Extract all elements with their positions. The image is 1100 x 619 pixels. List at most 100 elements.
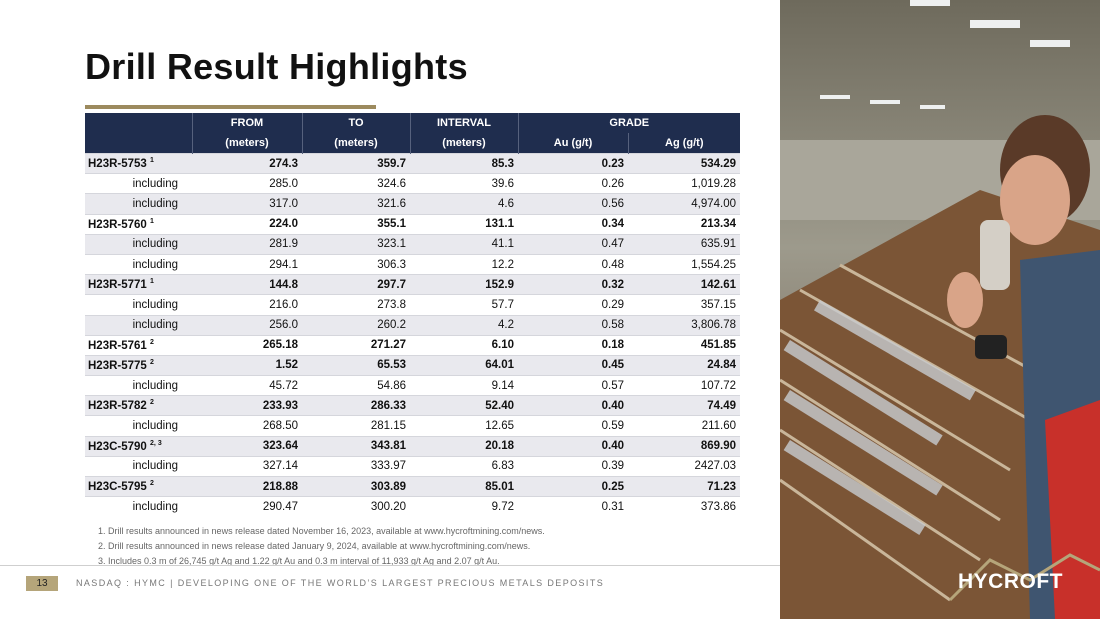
- table-row: including 317.0 321.6 4.6 0.56 4,974.00: [85, 193, 741, 215]
- hole-id: including: [132, 258, 178, 271]
- table-row: including 294.1 306.3 12.2 0.48 1,554.25: [85, 253, 741, 275]
- value-cell: 6.10: [410, 334, 518, 356]
- hole-id: H23C-5795: [88, 481, 147, 493]
- table-row: including 216.0 273.8 57.7 0.29 357.15: [85, 294, 741, 315]
- hole-id: including: [132, 177, 178, 190]
- value-cell: 45.72: [192, 375, 302, 396]
- value-cell: 4.2: [410, 314, 518, 336]
- value-cell: 281.15: [302, 415, 410, 437]
- value-cell: 211.60: [628, 415, 741, 437]
- header-cell: [85, 133, 192, 154]
- value-cell: 359.7: [302, 152, 410, 174]
- table-row: including 285.0 324.6 39.6 0.26 1,019.28: [85, 173, 741, 194]
- footnote-ref: 2: [150, 399, 154, 407]
- footnote-ref: 2: [150, 359, 154, 367]
- row-label: H23R-5782 2: [85, 395, 192, 416]
- table-row: H23R-5771 1 144.8 297.7 152.9 0.32 142.61: [85, 274, 741, 295]
- value-cell: 333.97: [302, 455, 410, 477]
- value-cell: 0.40: [518, 395, 628, 416]
- value-cell: 0.47: [518, 233, 628, 255]
- value-cell: 256.0: [192, 314, 302, 336]
- row-label: including: [85, 314, 192, 336]
- value-cell: 0.26: [518, 173, 628, 194]
- row-label: H23C-5790 2, 3: [85, 435, 192, 457]
- hole-id: H23C-5790: [88, 440, 147, 453]
- table-row: H23R-5760 1 224.0 355.1 131.1 0.34 213.34: [85, 213, 741, 235]
- photo: [780, 0, 1100, 619]
- value-cell: 2427.03: [628, 455, 741, 477]
- header-row: (meters) (meters) (meters) Au (g/t) Ag (g/t): [85, 133, 741, 154]
- value-cell: 24.84: [628, 354, 741, 376]
- value-cell: 218.88: [192, 475, 302, 497]
- value-cell: 0.34: [518, 213, 628, 235]
- footnotes: Drill results announced in news release …: [92, 524, 545, 569]
- footnote-ref: 2: [150, 480, 154, 488]
- footnote-ref: 2, 3: [150, 439, 162, 447]
- value-cell: 12.2: [410, 253, 518, 275]
- results-table: FROM TO INTERVAL GRADE (meters) (meters) (met…: [85, 113, 741, 517]
- value-cell: 4.6: [410, 193, 518, 215]
- page-number: 13: [26, 576, 58, 591]
- logo: HYCROFT: [958, 570, 1063, 593]
- value-cell: 290.47: [192, 496, 302, 517]
- header-cell: (meters): [301, 133, 410, 154]
- footnote-ref: 1: [150, 278, 154, 286]
- value-cell: 216.0: [192, 294, 302, 315]
- value-cell: 85.01: [410, 475, 518, 497]
- header-cell: TO: [301, 113, 410, 133]
- row-label: including: [85, 375, 192, 396]
- hole-id: including: [132, 298, 178, 311]
- table-row: including 290.47 300.20 9.72 0.31 373.86: [85, 496, 741, 517]
- value-cell: 274.3: [192, 152, 302, 174]
- title: Drill Result Highlights: [85, 46, 468, 87]
- row-label: H23R-5775 2: [85, 354, 192, 376]
- value-cell: 273.8: [302, 294, 410, 315]
- value-cell: 321.6: [302, 193, 410, 215]
- table-row: including 327.14 333.97 6.83 0.39 2427.03: [85, 455, 741, 477]
- hole-id: including: [132, 319, 178, 332]
- hole-id: H23R-5775: [88, 359, 147, 372]
- table-row: H23C-5795 2 218.88 303.89 85.01 0.25 71.23: [85, 475, 741, 497]
- footnote-ref: 2: [150, 338, 154, 346]
- value-cell: 9.72: [410, 496, 518, 517]
- row-label: including: [85, 253, 192, 275]
- value-cell: 57.7: [410, 294, 518, 315]
- footnote: Drill results announced in news release …: [108, 539, 545, 554]
- value-cell: 0.48: [518, 253, 628, 275]
- header-cell: (meters): [409, 133, 518, 154]
- value-cell: 74.49: [628, 395, 741, 416]
- value-cell: 9.14: [410, 375, 518, 396]
- value-cell: 6.83: [410, 455, 518, 477]
- hole-id: including: [132, 500, 178, 513]
- header-cell: Au (g/t): [517, 133, 628, 154]
- row-label: H23R-5753 1: [85, 152, 192, 174]
- hole-id: including: [132, 420, 178, 433]
- header-cell: GRADE: [517, 113, 741, 133]
- value-cell: 300.20: [302, 496, 410, 517]
- value-cell: 869.90: [628, 435, 741, 457]
- value-cell: 3,806.78: [628, 314, 741, 336]
- value-cell: 0.58: [518, 314, 628, 336]
- value-cell: 12.65: [410, 415, 518, 437]
- value-cell: 323.64: [192, 435, 302, 457]
- header-cell: FROM: [191, 113, 302, 133]
- value-cell: 131.1: [410, 213, 518, 235]
- value-cell: 285.0: [192, 173, 302, 194]
- value-cell: 635.91: [628, 233, 741, 255]
- hole-id: H23R-5782: [88, 400, 147, 413]
- table-row: H23C-5790 2, 3 323.64 343.81 20.18 0.40 869.9…: [85, 435, 741, 457]
- row-label: H23R-5760 1: [85, 213, 192, 235]
- value-cell: 268.50: [192, 415, 302, 437]
- value-cell: 85.3: [410, 152, 518, 174]
- value-cell: 41.1: [410, 233, 518, 255]
- value-cell: 0.18: [518, 334, 628, 356]
- value-cell: 213.34: [628, 213, 741, 235]
- value-cell: 0.56: [518, 193, 628, 215]
- value-cell: 20.18: [410, 435, 518, 457]
- value-cell: 0.32: [518, 274, 628, 295]
- table-row: H23R-5761 2 265.18 271.27 6.10 0.18 451.85: [85, 334, 741, 356]
- value-cell: 52.40: [410, 395, 518, 416]
- hole-id: H23R-5771: [88, 279, 147, 292]
- row-label: including: [85, 496, 192, 517]
